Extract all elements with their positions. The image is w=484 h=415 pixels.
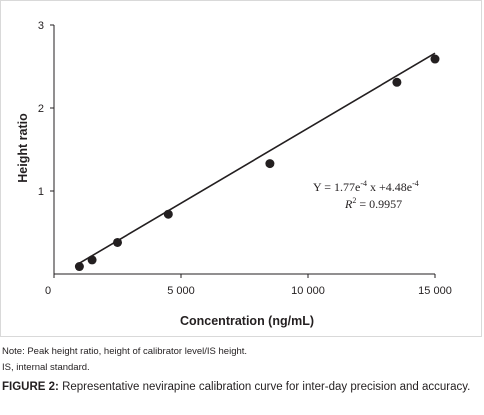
figure-notes: Note: Peak height ratio, height of calib… <box>2 344 480 376</box>
trendline <box>78 52 436 264</box>
y-tick-label: 2 <box>38 103 44 115</box>
x-axis-title: Concentration (ng/mL) <box>180 314 314 328</box>
data-point <box>74 262 84 272</box>
equation-exponent-2: -4 <box>412 179 419 188</box>
chart-axes <box>53 25 435 275</box>
calibration-chart: 0 5 000 10 000 15 000 1 2 3 Height ratio Conce… <box>16 20 452 328</box>
data-points <box>74 54 440 272</box>
equation-exponent-1: -4 <box>360 179 367 188</box>
r-squared-value: = 0.9957 <box>356 197 402 211</box>
x-tick-label: 10 000 <box>291 285 325 297</box>
data-point <box>87 255 97 265</box>
x-tick-label: 0 <box>45 285 51 297</box>
data-point <box>392 77 402 87</box>
r-squared-label: R2 = 0.9957 <box>344 196 402 211</box>
figure-panel: 0 5 000 10 000 15 000 1 2 3 Height ratio Conce… <box>0 0 482 337</box>
y-axis-title: Height ratio <box>16 113 30 183</box>
x-tick-label: 5 000 <box>167 285 195 297</box>
trendline-group <box>78 52 436 264</box>
equation-middle: x +4.48e <box>367 180 412 194</box>
data-point <box>163 209 173 219</box>
r-squared-letter: R <box>344 197 353 211</box>
data-point <box>430 54 440 64</box>
caption-label: FIGURE 2: <box>2 381 59 393</box>
data-point <box>113 237 122 247</box>
data-point <box>265 159 275 169</box>
note-line-1: Note: Peak height ratio, height of calib… <box>2 346 248 357</box>
y-tick-label: 3 <box>38 20 44 32</box>
y-tick-label: 1 <box>38 186 44 198</box>
caption-text: Representative nevirapine calibration cu… <box>58 381 471 393</box>
regression-equation: Y = 1.77e-4 x +4.48e-4 <box>313 179 419 194</box>
x-tick-label: 15 000 <box>418 285 452 297</box>
equation-prefix: Y = 1.77e <box>313 180 360 194</box>
chart-ticks: 0 5 000 10 000 15 000 1 2 3 <box>38 20 452 297</box>
r-squared-sup: 2 <box>352 196 356 205</box>
figure-caption: FIGURE 2: Representative nevirapine cali… <box>2 380 480 394</box>
note-line-2: IS, internal standard. <box>2 362 90 373</box>
